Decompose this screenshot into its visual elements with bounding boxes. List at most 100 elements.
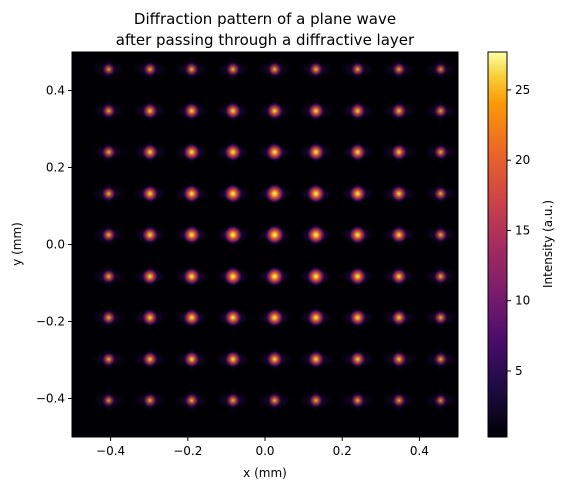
diffraction-spot <box>379 55 418 84</box>
diffraction-spot <box>421 179 458 208</box>
diffraction-spot <box>172 345 211 374</box>
diffraction-spot <box>255 345 294 374</box>
diffraction-spot <box>379 179 418 208</box>
diffraction-spot <box>130 179 169 208</box>
diffraction-spot <box>255 220 294 249</box>
y-tick-label: −0.4 <box>36 392 65 406</box>
diffraction-spot <box>89 386 128 415</box>
diffraction-spot <box>130 345 169 374</box>
diffraction-spot <box>379 262 418 291</box>
diffraction-spot <box>255 96 294 125</box>
diffraction-spot <box>89 303 128 332</box>
x-tick-label: 0.4 <box>410 444 429 458</box>
diffraction-spot <box>296 262 335 291</box>
colorbar-tick-label: 5 <box>515 364 523 378</box>
diffraction-spot <box>172 220 211 249</box>
diffraction-spot <box>421 220 458 249</box>
diffraction-spot <box>296 96 335 125</box>
colorbar <box>487 51 508 438</box>
diffraction-spot <box>421 345 458 374</box>
x-tick-label: −0.4 <box>96 444 125 458</box>
colorbar-label: Intensity (a.u.) <box>541 200 555 288</box>
diffraction-spot <box>296 55 335 84</box>
diffraction-spot <box>172 303 211 332</box>
diffraction-spot <box>130 55 169 84</box>
diffraction-spot <box>338 55 377 84</box>
diffraction-spot <box>379 345 418 374</box>
x-tick-label: 0.2 <box>333 444 352 458</box>
diffraction-spot <box>213 262 252 291</box>
diffraction-spot <box>213 179 252 208</box>
diffraction-spot <box>172 262 211 291</box>
diffraction-spot <box>296 179 335 208</box>
x-tick-label: −0.2 <box>173 444 202 458</box>
diffraction-spot <box>89 262 128 291</box>
diffraction-spot <box>338 386 377 415</box>
diffraction-spot <box>338 262 377 291</box>
diffraction-spot <box>421 262 458 291</box>
diffraction-spot <box>296 303 335 332</box>
diffraction-spot <box>338 220 377 249</box>
chart-title-line1: Diffraction pattern of a plane wave <box>134 10 396 28</box>
diffraction-spot <box>130 220 169 249</box>
diffraction-spot <box>379 303 418 332</box>
diffraction-spot <box>172 55 211 84</box>
diffraction-spot <box>379 96 418 125</box>
diffraction-spot <box>421 96 458 125</box>
diffraction-spot <box>89 55 128 84</box>
diffraction-spot <box>213 96 252 125</box>
y-tick-label: 0.2 <box>46 161 65 175</box>
diffraction-spot <box>89 96 128 125</box>
chart-title-line2: after passing through a diffractive laye… <box>116 31 415 49</box>
diffraction-spot <box>255 386 294 415</box>
diffraction-spot <box>421 55 458 84</box>
diffraction-spot <box>338 345 377 374</box>
x-axis-ticks: −0.4 −0.2 0.0 0.2 0.4 <box>96 437 429 458</box>
diffraction-spot <box>89 345 128 374</box>
diffraction-spot <box>89 138 128 167</box>
colorbar-tick-label: 25 <box>515 83 530 97</box>
diffraction-spot <box>172 96 211 125</box>
diffraction-spot <box>296 220 335 249</box>
diffraction-spot <box>338 179 377 208</box>
diffraction-spot <box>255 179 294 208</box>
diffraction-spot <box>338 138 377 167</box>
colorbar-tick-label: 10 <box>515 294 530 308</box>
diffraction-spot <box>172 386 211 415</box>
diffraction-spot <box>296 138 335 167</box>
diffraction-spot <box>338 96 377 125</box>
diffraction-spot <box>130 96 169 125</box>
diffraction-spot <box>379 386 418 415</box>
diffraction-spot <box>379 220 418 249</box>
y-axis-ticks: −0.4 −0.2 0.0 0.2 0.4 <box>36 84 72 406</box>
y-tick-label: 0.4 <box>46 84 65 98</box>
diffraction-spot <box>296 345 335 374</box>
colorbar-ticks: 5 10 15 20 25 <box>507 83 530 378</box>
x-tick-label: 0.0 <box>255 444 274 458</box>
diffraction-spot <box>213 220 252 249</box>
diffraction-spot <box>296 386 335 415</box>
diffraction-spot <box>130 303 169 332</box>
spots-layer <box>89 55 458 415</box>
y-tick-label: 0.0 <box>46 238 65 252</box>
colorbar-tick-label: 20 <box>515 153 530 167</box>
diffraction-spot <box>172 179 211 208</box>
diffraction-spot <box>89 220 128 249</box>
diffraction-spot <box>421 386 458 415</box>
colorbar-tick-label: 15 <box>515 223 530 237</box>
diffraction-spot <box>213 55 252 84</box>
diffraction-spot <box>255 262 294 291</box>
diffraction-spot <box>89 179 128 208</box>
diffraction-spot <box>421 303 458 332</box>
x-axis-label: x (mm) <box>243 466 287 480</box>
diffraction-spot <box>421 138 458 167</box>
diffraction-spot <box>213 303 252 332</box>
y-tick-label: −0.2 <box>36 315 65 329</box>
diffraction-spot <box>130 138 169 167</box>
diffraction-spot <box>130 386 169 415</box>
diffraction-spot <box>213 138 252 167</box>
diffraction-spot <box>130 262 169 291</box>
diffraction-spot <box>255 303 294 332</box>
diffraction-spot <box>213 345 252 374</box>
